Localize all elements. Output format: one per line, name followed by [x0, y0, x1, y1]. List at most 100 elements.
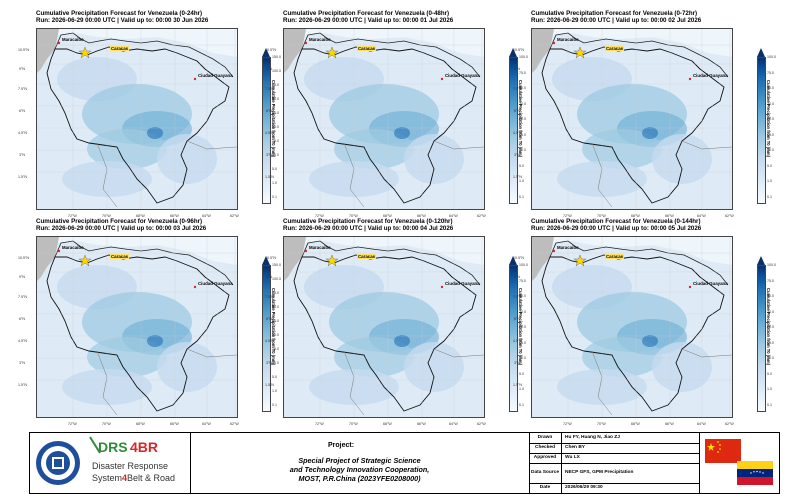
colorbar-tick: 30.0 [767, 101, 774, 106]
city-label-maracaibo: Maracaibo [309, 37, 331, 42]
latitude-label: 6°N [513, 109, 520, 113]
colorbar-extend-arrow [262, 48, 270, 57]
row-source: Data Source NECP GFS, GPM Precipitation [529, 463, 699, 484]
longitude-label: 64°W [697, 422, 706, 426]
latitude-label: 10.5°N [18, 256, 30, 260]
colorbar-tick: 20.0 [767, 325, 774, 330]
longitude-label: 70°W [597, 214, 606, 218]
colorbar-tick: 75.0 [272, 291, 279, 295]
colorbar-tick: 100.0 [519, 55, 528, 59]
colorbar-tick: 1.0 [519, 387, 524, 392]
colorbar-tick: 0.1 [767, 195, 772, 199]
city-label-ciudad-guayana: Ciudad Guayana [445, 73, 480, 78]
longitude-label: 68°W [136, 214, 145, 218]
colorbar-extend-arrow [757, 48, 765, 57]
precip-map [531, 236, 733, 418]
colorbar-tick: 1.0 [767, 179, 772, 184]
checked-label: Checked [529, 443, 562, 453]
colorbar-tick: 100.0 [272, 69, 281, 73]
panel-subtitle-line: Run: 2026-06-29 00:00 UTC | Valid up to:… [531, 225, 702, 233]
longitude-label: 70°W [349, 214, 358, 218]
precip-map [36, 236, 238, 418]
longitude-label: 70°W [349, 422, 358, 426]
longitude-label: 64°W [202, 422, 211, 426]
latitude-label: 1.5°N [265, 175, 275, 179]
longitude-label: 62°W [477, 214, 486, 218]
panel-title: Cumulative Precipitation Forecast for Ve… [283, 10, 453, 25]
city-label-ciudad-guayana: Ciudad Guayana [198, 73, 233, 78]
longitude-label: 68°W [631, 422, 640, 426]
longitude-label: 62°W [725, 214, 734, 218]
latitude-label: 10.5°N [513, 256, 525, 260]
colorbar-extend-arrow [509, 48, 517, 57]
panel-subtitle-line: Run: 2026-06-29 00:00 UTC | Valid up to:… [36, 17, 209, 25]
colorbar [509, 265, 518, 412]
latitude-label: 7.5°N [265, 87, 275, 91]
colorbar-tick: 75.0 [519, 278, 526, 283]
logo-text-system: System [92, 473, 123, 483]
city-label-ciudad-guayana: Ciudad Guayana [445, 281, 480, 286]
longitude-label: 66°W [665, 214, 674, 218]
colorbar-tick: 10.0 [519, 148, 526, 153]
colorbar-tick: 5.0 [272, 167, 277, 171]
longitude-label: 72°W [563, 214, 572, 218]
china-flag-icon [705, 439, 741, 463]
logo-text-line2-wrap: System4Belt & Road [92, 473, 175, 483]
date-value: 2026/06/29 09:30 [565, 485, 603, 490]
forecast-panel: Cumulative Precipitation Forecast for Ve… [265, 218, 537, 431]
colorbar-tick: 75.0 [767, 70, 774, 75]
row-date: Date 2026/06/29 09:30 [529, 483, 699, 493]
longitude-label: 62°W [230, 214, 239, 218]
latitude-label: 3°N [265, 153, 272, 157]
colorbar-tick: 0.1 [272, 403, 277, 407]
panel-subtitle-line: Run: 2026-06-29 00:00 UTC | Valid up to:… [36, 225, 207, 233]
latitude-label: 6°N [18, 317, 25, 321]
city-label-ciudad-guayana: Ciudad Guayana [198, 281, 233, 286]
city-label-caracas: Caracas [357, 254, 377, 259]
row-approved: Approved Wu LX [529, 453, 699, 464]
svg-text:4BR: 4BR [130, 439, 158, 455]
longitude-label: 62°W [725, 422, 734, 426]
logos: DRS 4BR [36, 436, 158, 485]
panel-title-line: Cumulative Precipitation Forecast for Ve… [36, 218, 203, 225]
latitude-label: 1.5°N [18, 383, 28, 387]
colorbar-tick: 5.0 [519, 371, 524, 376]
latitude-label: 7.5°N [265, 295, 275, 299]
precip-map [531, 28, 733, 210]
latitude-label: 10.5°N [265, 256, 277, 260]
longitude-label: 72°W [563, 422, 572, 426]
colorbar-tick: 0.1 [519, 195, 524, 199]
latitude-label: 9°N [513, 67, 520, 71]
city-label-caracas: Caracas [110, 46, 130, 51]
latitude-label: 10.5°N [265, 48, 277, 52]
drawn-value: Hu FY, Huang N, Jiao ZJ [565, 435, 620, 440]
latitude-label: 4.5°N [265, 131, 275, 135]
colorbar-tick: 1.0 [519, 179, 524, 184]
panel-title-line: Cumulative Precipitation Forecast for Ve… [531, 218, 701, 225]
precip-map [283, 236, 485, 418]
longitude-label: 62°W [230, 422, 239, 426]
colorbar-tick: 30.0 [519, 101, 526, 106]
colorbar-tick: 0.1 [767, 403, 772, 407]
colorbar-extend-arrow [262, 256, 270, 265]
colorbar-tick: 100.0 [519, 263, 528, 267]
colorbar-tick: 30.0 [272, 319, 279, 323]
colorbar-tick: 10.0 [272, 361, 279, 365]
colorbar-tick: 50.0 [519, 294, 526, 299]
latitude-label: 1.5°N [18, 175, 28, 179]
latitude-label: 10.5°N [18, 48, 30, 52]
longitude-label: 68°W [383, 422, 392, 426]
colorbar-tick: 20.0 [519, 117, 526, 122]
colorbar-tick: 5.0 [767, 163, 772, 168]
precip-map [283, 28, 485, 210]
colorbar-tick: 50.0 [767, 294, 774, 299]
colorbar-tick: 1.0 [272, 389, 277, 393]
latitude-label: 1.5°N [265, 383, 275, 387]
colorbar-tick: 150.0 [272, 55, 281, 59]
colorbar-tick: 50.0 [272, 97, 279, 101]
drawn-label: Drawn [529, 433, 562, 443]
latitude-label: 1.5°N [513, 175, 523, 179]
longitude-label: 64°W [449, 422, 458, 426]
colorbar-tick: 1.0 [767, 387, 772, 392]
colorbar-label: Cumulative Precipitation from T0 (mm) [766, 80, 771, 158]
